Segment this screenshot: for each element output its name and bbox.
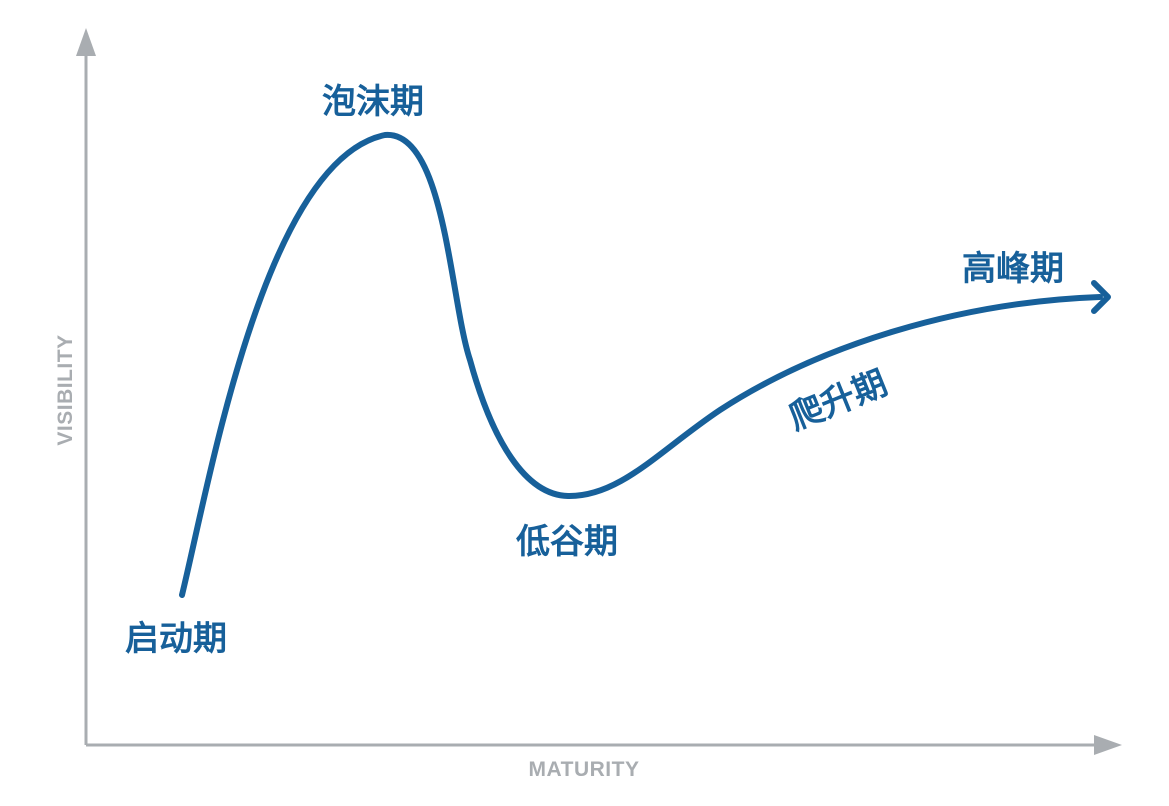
phase-label-climb: 爬升期	[783, 363, 893, 438]
x-axis-title: MATURITY	[529, 758, 640, 781]
phase-label-bubble: 泡沫期	[322, 82, 424, 122]
curve-arrowhead	[1091, 280, 1111, 314]
phase-label-launch: 启动期	[125, 619, 227, 659]
y-axis-title: VISIBILITY	[54, 334, 77, 445]
y-axis-arrowhead	[76, 28, 96, 56]
hype-curve	[179, 131, 1103, 598]
phase-label-trough: 低谷期	[516, 522, 618, 562]
x-axis-arrowhead	[1094, 735, 1122, 755]
phase-label-plateau: 高峰期	[962, 249, 1064, 289]
